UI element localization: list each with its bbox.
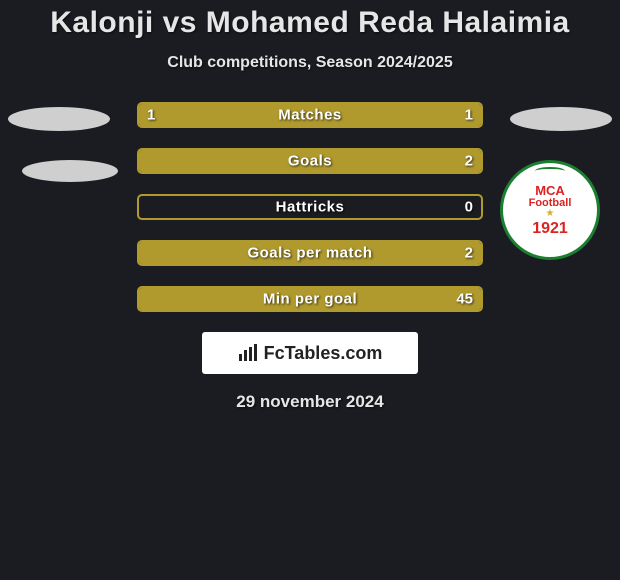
badge-top-text: MCA — [535, 184, 565, 197]
snapshot-date: 29 november 2024 — [0, 392, 620, 412]
stat-value-right: 1 — [465, 107, 473, 124]
badge-arc — [535, 167, 565, 175]
stat-rows: 1 Matches 1 Goals 2 Hattricks 0 Goals per match… — [137, 102, 483, 312]
stat-row: Hattricks 0 — [137, 194, 483, 220]
stat-label: Goals — [288, 153, 332, 170]
stat-label: Min per goal — [263, 291, 357, 308]
player1-avatar-placeholder — [8, 107, 110, 131]
stat-row: Min per goal 45 — [137, 286, 483, 312]
stat-label: Hattricks — [276, 199, 345, 216]
comparison-area: MCA Football ★ 1921 1 Matches 1 Goals 2 Hattr… — [0, 102, 620, 312]
stat-value-right: 2 — [465, 245, 473, 262]
badge-year: 1921 — [532, 221, 568, 237]
player2-avatar-placeholder — [510, 107, 612, 131]
stat-row: Goals per match 2 — [137, 240, 483, 266]
stat-value-left: 1 — [147, 107, 155, 124]
page-title: Kalonji vs Mohamed Reda Halaimia — [0, 0, 620, 40]
player2-club-badge: MCA Football ★ 1921 — [500, 160, 600, 260]
stat-row: 1 Matches 1 — [137, 102, 483, 128]
bar-chart-icon — [238, 344, 258, 362]
stat-value-right: 2 — [465, 153, 473, 170]
stat-label: Matches — [278, 107, 342, 124]
stat-value-right: 0 — [465, 199, 473, 216]
logo-text: FcTables.com — [264, 343, 383, 364]
stat-label: Goals per match — [247, 245, 372, 262]
badge-mid-text: Football — [529, 198, 572, 209]
subtitle: Club competitions, Season 2024/2025 — [0, 54, 620, 72]
stat-value-right: 45 — [456, 291, 473, 308]
player1-club-placeholder — [22, 160, 118, 182]
fctables-logo: FcTables.com — [202, 332, 418, 374]
badge-star: ★ — [546, 209, 555, 219]
stat-row: Goals 2 — [137, 148, 483, 174]
